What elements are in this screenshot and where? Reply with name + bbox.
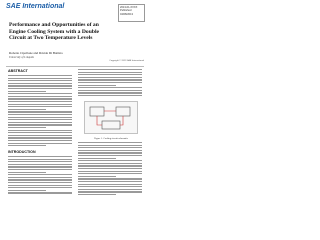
text-line <box>8 124 72 126</box>
text-line <box>8 88 72 90</box>
text-line <box>8 174 72 176</box>
section-heading: ABSTRACT <box>8 69 28 73</box>
page: {"header": {"publisher": "SAE Internatio… <box>0 0 149 198</box>
text-line <box>8 161 72 163</box>
paper-title: Performance and Opportunities of an Engi… <box>9 22 99 42</box>
text-line <box>78 160 142 162</box>
copyright: Copyright © 2013 SAE International <box>109 60 144 62</box>
text-line <box>78 168 142 170</box>
text-line <box>8 98 72 100</box>
text-line <box>78 186 142 188</box>
text-line <box>8 187 72 189</box>
text-line <box>8 108 47 110</box>
text-line <box>8 132 72 134</box>
text-line <box>8 184 72 186</box>
divider <box>6 66 144 67</box>
paper-id-box: 2013-01-XXXX Published 04/08/2013 <box>118 4 145 22</box>
text-line <box>78 84 117 86</box>
text-line <box>8 77 72 79</box>
text-line <box>78 194 117 196</box>
text-line <box>8 182 72 184</box>
paper-number: 2013-01-XXXX <box>120 6 138 9</box>
text-line <box>78 82 142 84</box>
text-line <box>8 140 72 142</box>
text-line <box>8 90 47 92</box>
text-line <box>78 175 117 177</box>
text-line <box>78 74 142 76</box>
text-line <box>78 155 142 157</box>
text-line <box>8 116 72 118</box>
publisher-logo: SAE International <box>6 3 65 10</box>
text-line <box>78 152 142 154</box>
text-line <box>8 134 72 136</box>
text-line <box>78 173 142 175</box>
text-line <box>78 170 142 172</box>
text-line <box>8 166 72 168</box>
text-line <box>8 169 72 171</box>
text-line <box>8 127 47 129</box>
text-line <box>8 85 72 87</box>
figure <box>84 101 138 134</box>
text-line <box>8 103 72 105</box>
text-line <box>8 121 72 123</box>
text-line <box>8 101 72 103</box>
text-line <box>78 147 142 149</box>
text-line <box>78 181 142 183</box>
text-line <box>8 158 72 160</box>
text-line <box>78 178 142 180</box>
text-line <box>78 162 142 164</box>
text-line <box>8 192 72 194</box>
figure-frame <box>84 101 138 134</box>
text-line <box>8 142 72 144</box>
text-line <box>8 129 72 131</box>
published-label: Published <box>120 9 132 13</box>
text-line <box>78 183 142 185</box>
text-line <box>8 93 72 95</box>
text-line <box>78 165 142 167</box>
text-line <box>8 82 72 84</box>
text-line <box>8 171 47 173</box>
text-line <box>8 114 72 116</box>
text-line <box>78 89 142 91</box>
text-line <box>78 92 142 94</box>
text-line <box>8 75 72 77</box>
text-line <box>8 156 72 158</box>
text-line <box>78 142 142 144</box>
text-line <box>8 106 72 108</box>
text-line <box>78 71 142 73</box>
authors: Roberto Cipollone and Davide Di Battista <box>9 51 63 55</box>
text-line <box>8 95 72 97</box>
text-line <box>78 188 142 190</box>
figure-caption: Figure 1. Cooling circuit schematic <box>94 137 128 140</box>
text-line <box>78 149 142 151</box>
text-line <box>78 69 142 71</box>
text-line <box>78 95 142 97</box>
text-line <box>78 87 142 89</box>
text-line <box>8 111 72 113</box>
text-line <box>8 189 47 191</box>
text-line <box>78 79 142 81</box>
published-date: 04/08/2013 <box>120 12 133 16</box>
text-line <box>8 145 47 147</box>
text-line <box>8 176 72 178</box>
text-line <box>8 163 72 165</box>
text-line <box>78 157 117 159</box>
text-line <box>78 191 142 193</box>
text-line <box>8 119 72 121</box>
text-line <box>78 144 142 146</box>
figure-pipes <box>96 110 124 126</box>
text-line <box>8 137 72 139</box>
text-line <box>78 76 142 78</box>
text-line <box>8 80 72 82</box>
section-heading: INTRODUCTION <box>8 150 36 154</box>
affiliation: University of L'Aquila <box>9 56 34 59</box>
text-line <box>8 179 72 181</box>
